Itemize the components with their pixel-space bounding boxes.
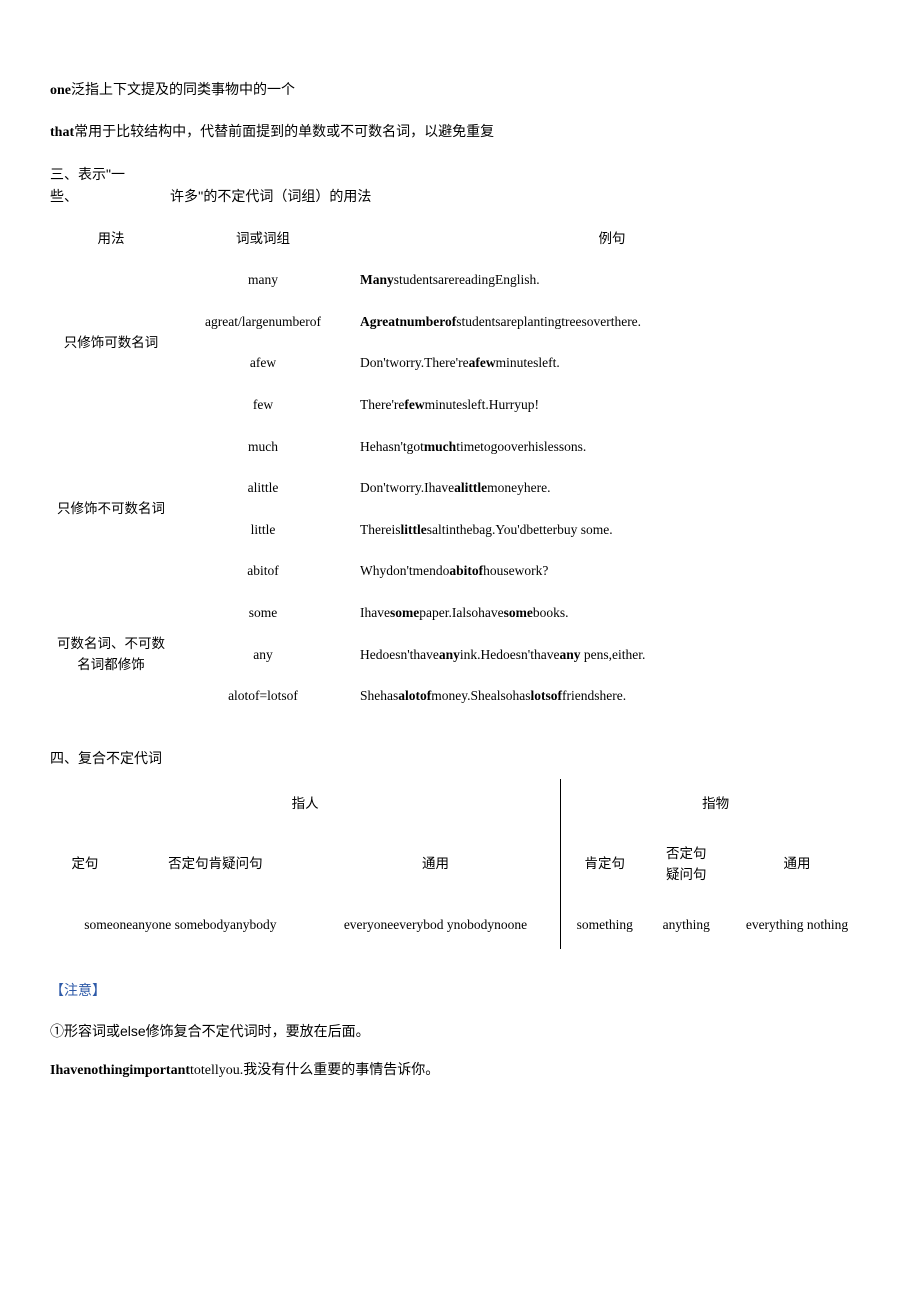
note-line1: ①形容词或else修饰复合不定代词时，要放在后面。 (50, 1020, 870, 1042)
example-any: Hedoesn'thaveanyink.Hedoesn'thaveany pen… (354, 634, 870, 676)
word-any: any (172, 634, 354, 676)
word-few: few (172, 384, 354, 426)
word-much: much (172, 426, 354, 468)
section3-intro-left1: 三、表示"一 (50, 163, 170, 185)
word-many: many (172, 259, 354, 301)
word-some: some (172, 592, 354, 634)
example-much: Hehasn'tgotmuchtimetogooverhislessons. (354, 426, 870, 468)
cell-t-aff: something (561, 900, 649, 950)
section4-title: 四、复合不定代词 (50, 747, 870, 769)
that-prefix: that (50, 125, 74, 140)
row-t-aff: 肯定句 (561, 829, 649, 900)
word-alittle: alittle (172, 467, 354, 509)
one-prefix: one (50, 83, 71, 98)
note-line2: Ihavenothingimportanttotellyou.我没有什么重要的事… (50, 1060, 870, 1082)
row-p-common: 通用 (311, 829, 561, 900)
cell-t-neg: anything (648, 900, 724, 950)
compound-table: 指人 指物 定句 否定句肯疑问句 通用 肯定句 否定句 疑问句 通用 someo… (50, 779, 870, 949)
that-text: 常用于比较结构中，代替前面提到的单数或不可数名词，以避免重复 (74, 123, 494, 139)
header-word: 词或词组 (172, 218, 354, 260)
cell-t-common: everything nothing (724, 900, 870, 950)
row-t-common: 通用 (724, 829, 870, 900)
cell-p-aff: someoneanyone somebodyanybody (50, 900, 311, 950)
row-p-aff: 定句 (50, 829, 120, 900)
note-label: 【注意】 (50, 979, 870, 1001)
section3-intro-left2: 些、 (50, 185, 170, 207)
word-afew: afew (172, 342, 354, 384)
row-t-neg: 否定句 疑问句 (648, 829, 724, 900)
header-example: 例句 (354, 218, 870, 260)
word-greatnumber: agreat/largenumberof (172, 301, 354, 343)
example-alittle: Don'tworry.Ihavealittlemoneyhere. (354, 467, 870, 509)
example-greatnumber: Agreatnumberofstudentsareplantingtreesov… (354, 301, 870, 343)
example-little: Thereislittlesaltinthebag.You'dbetterbuy… (354, 509, 870, 551)
section3-intro: 三、表示"一 些、 许多''的不定代词（词组）的用法 (50, 163, 870, 208)
usage-uncountable: 只修饰不可数名词 (50, 426, 172, 592)
usage-table: 用法 词或词组 例句 只修饰可数名词 many Manystudentsarer… (50, 218, 870, 717)
usage-countable: 只修饰可数名词 (50, 259, 172, 425)
one-definition: one泛指上下文提及的同类事物中的一个 (50, 78, 870, 102)
head-thing: 指物 (561, 779, 870, 829)
word-abitof: abitof (172, 550, 354, 592)
usage-both: 可数名词、不可数名词都修饰 (50, 592, 172, 717)
word-little: little (172, 509, 354, 551)
one-text: 泛指上下文提及的同类事物中的一个 (71, 81, 295, 97)
row-p-neg: 否定句肯疑问句 (120, 829, 311, 900)
example-afew: Don'tworry.There'reafewminutesleft. (354, 342, 870, 384)
example-many: ManystudentsarereadingEnglish. (354, 259, 870, 301)
head-person: 指人 (50, 779, 561, 829)
example-abitof: Whydon'tmendoabitofhousework? (354, 550, 870, 592)
example-few: There'refewminutesleft.Hurryup! (354, 384, 870, 426)
example-alotof: Shehasalotofmoney.Shealsohaslotsoffriend… (354, 675, 870, 717)
example-some: Ihavesomepaper.Ialsohavesomebooks. (354, 592, 870, 634)
section3-intro-right: 许多''的不定代词（词组）的用法 (170, 185, 371, 207)
cell-p-common: everyoneeverybod ynobodynoone (311, 900, 561, 950)
word-alotof: alotof=lotsof (172, 675, 354, 717)
header-usage: 用法 (50, 218, 172, 260)
that-definition: that常用于比较结构中，代替前面提到的单数或不可数名词，以避免重复 (50, 120, 870, 144)
